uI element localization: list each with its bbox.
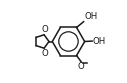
Text: O: O [41, 49, 48, 58]
Text: OH: OH [84, 12, 97, 21]
Text: O: O [41, 25, 48, 34]
Text: OH: OH [93, 37, 106, 46]
Text: O: O [78, 62, 84, 71]
